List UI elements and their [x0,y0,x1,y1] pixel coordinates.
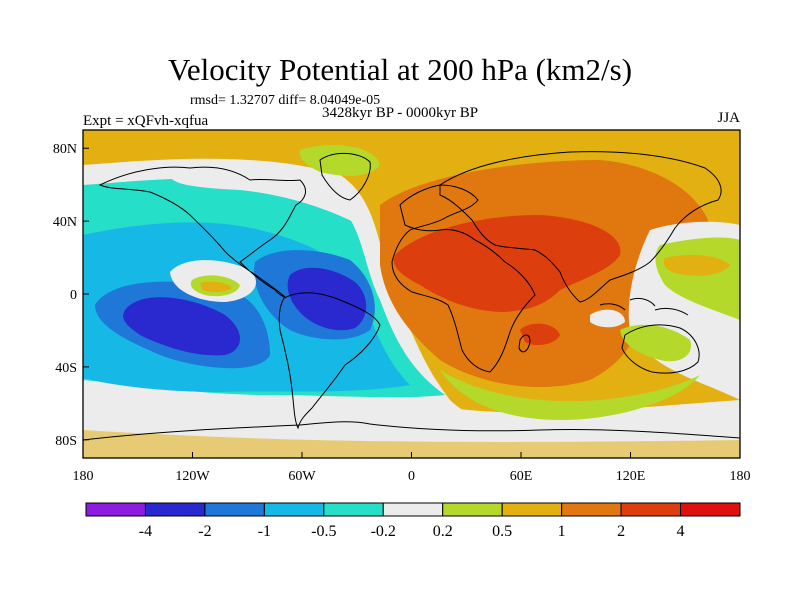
lon-tick-label: 180 [730,469,751,484]
colorbar-swatch [561,502,622,517]
colorbar-swatch [263,502,325,517]
field-polar-south [83,430,740,458]
colorbar-level-label: 2 [617,523,625,540]
field-white-indonesia-patch [590,309,625,328]
colorbar-swatch [144,502,206,517]
field-white-arctic [170,164,367,225]
colorbar-level-label: 4 [677,523,685,540]
colorbar-level-label: 1 [558,523,566,540]
lon-tick-label: 0 [408,469,415,484]
colorbar-swatch [204,502,265,517]
field-green-australia [620,324,691,362]
colorbar-level-label: -2 [198,523,211,540]
coastlines [83,151,740,441]
lon-tick-label: 180 [73,469,94,484]
coast-new-guinea [654,307,689,316]
colorbar-swatch [620,502,682,517]
lat-tick-label: 80S [55,434,77,449]
coast-madagascar [518,334,531,353]
map-axes: 180 120W 60W 0 60E 120E 180 80N 40N 0 40S 80S [53,142,751,484]
lat-tick-label: 40N [53,215,77,230]
time-period-label: 3428kyr BP - 0000kyr BP [322,105,479,121]
coast-africa-europe [391,184,536,373]
colorbar-level-label: -0.5 [311,523,336,540]
coast-borneo [629,297,656,307]
lon-tick-label: 120E [616,469,646,484]
colorbar-swatch [680,502,741,517]
coast-south-america [278,292,381,430]
colorbar-swatch [382,502,444,517]
contour-field [83,130,740,458]
field-green-southern-ocean [440,370,700,420]
rmsd-diff-stats: rmsd= 1.32707 diff= 8.04049e-05 [190,93,381,108]
lat-tick-label: 40S [55,361,77,376]
colorbar: -4 -2 -1 -0.5 -0.2 0.2 0.5 1 2 4 [85,502,741,540]
colorbar-swatch [442,502,503,517]
experiment-label: Expt = xQFvh-xqfua [83,113,209,129]
coast-antarctica [83,421,740,441]
colorbar-level-label: -1 [258,523,271,540]
coast-greenland [319,153,371,201]
season-label: JJA [717,110,740,126]
lon-tick-label: 60E [510,469,533,484]
colorbar-level-label: -4 [139,523,152,540]
coast-australia [621,324,700,374]
field-dark-blue-atlantic [287,267,367,331]
colorbar-swatch [501,502,563,517]
map-title: Velocity Potential at 200 hPa (km2/s) [167,52,633,87]
field-green-arctic [299,145,380,176]
coast-north-america [98,166,306,299]
coast-asia [439,151,722,303]
coast-sumatra [599,303,626,311]
colorbar-swatch [323,502,384,517]
colorbar-level-label: 0.2 [433,523,453,540]
colorbar-level-label: 0.5 [492,523,512,540]
lat-tick-label: 0 [70,288,77,303]
lon-tick-label: 120W [175,469,210,484]
colorbar-swatch [85,502,146,517]
field-dark-blue-pacific [123,297,240,356]
lon-tick-label: 60W [288,469,316,484]
lat-tick-label: 80N [53,142,77,157]
colorbar-level-label: -0.2 [371,523,396,540]
field-yellow-east-pacific [663,254,730,276]
field-yellow-pacific-patch [200,281,232,293]
